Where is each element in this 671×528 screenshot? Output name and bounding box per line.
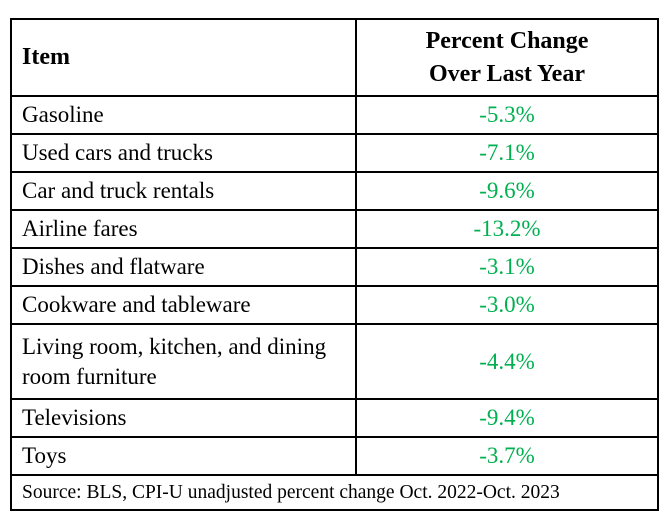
item-cell: Dishes and flatware (10, 247, 357, 287)
source-note: Source: BLS, CPI-U unadjusted percent ch… (10, 474, 659, 511)
item-cell: Gasoline (10, 95, 357, 135)
percent-change-cell: -9.4% (355, 398, 659, 438)
percent-change-cell: -9.6% (355, 171, 659, 211)
percent-change-cell: -7.1% (355, 133, 659, 173)
table-row: Dishes and flatware -3.1% (10, 247, 659, 287)
source-row: Source: BLS, CPI-U unadjusted percent ch… (10, 474, 659, 511)
cpi-change-table: Item Percent Change Over Last Year Gasol… (10, 18, 659, 511)
table-row: Gasoline -5.3% (10, 95, 659, 135)
column-header-item: Item (10, 18, 357, 97)
percent-change-cell: -3.7% (355, 436, 659, 476)
column-header-percent-change: Percent Change Over Last Year (355, 18, 659, 97)
table-row: Televisions -9.4% (10, 398, 659, 438)
percent-change-cell: -13.2% (355, 209, 659, 249)
item-cell: Used cars and trucks (10, 133, 357, 173)
item-cell: Toys (10, 436, 357, 476)
percent-change-cell: -3.1% (355, 247, 659, 287)
item-cell: Televisions (10, 398, 357, 438)
table-row: Cookware and tableware -3.0% (10, 285, 659, 325)
table-row: Toys -3.7% (10, 436, 659, 476)
item-cell: Cookware and tableware (10, 285, 357, 325)
table-row: Airline fares -13.2% (10, 209, 659, 249)
item-cell: Car and truck rentals (10, 171, 357, 211)
table-row: Living room, kitchen, and dining room fu… (10, 323, 659, 400)
percent-change-cell: -4.4% (355, 323, 659, 400)
table-row: Car and truck rentals -9.6% (10, 171, 659, 211)
percent-change-cell: -5.3% (355, 95, 659, 135)
cpi-change-table-container: Item Percent Change Over Last Year Gasol… (10, 18, 659, 511)
table-row: Used cars and trucks -7.1% (10, 133, 659, 173)
percent-change-cell: -3.0% (355, 285, 659, 325)
header-row: Item Percent Change Over Last Year (10, 18, 659, 97)
item-cell: Airline fares (10, 209, 357, 249)
item-cell: Living room, kitchen, and dining room fu… (10, 323, 357, 400)
